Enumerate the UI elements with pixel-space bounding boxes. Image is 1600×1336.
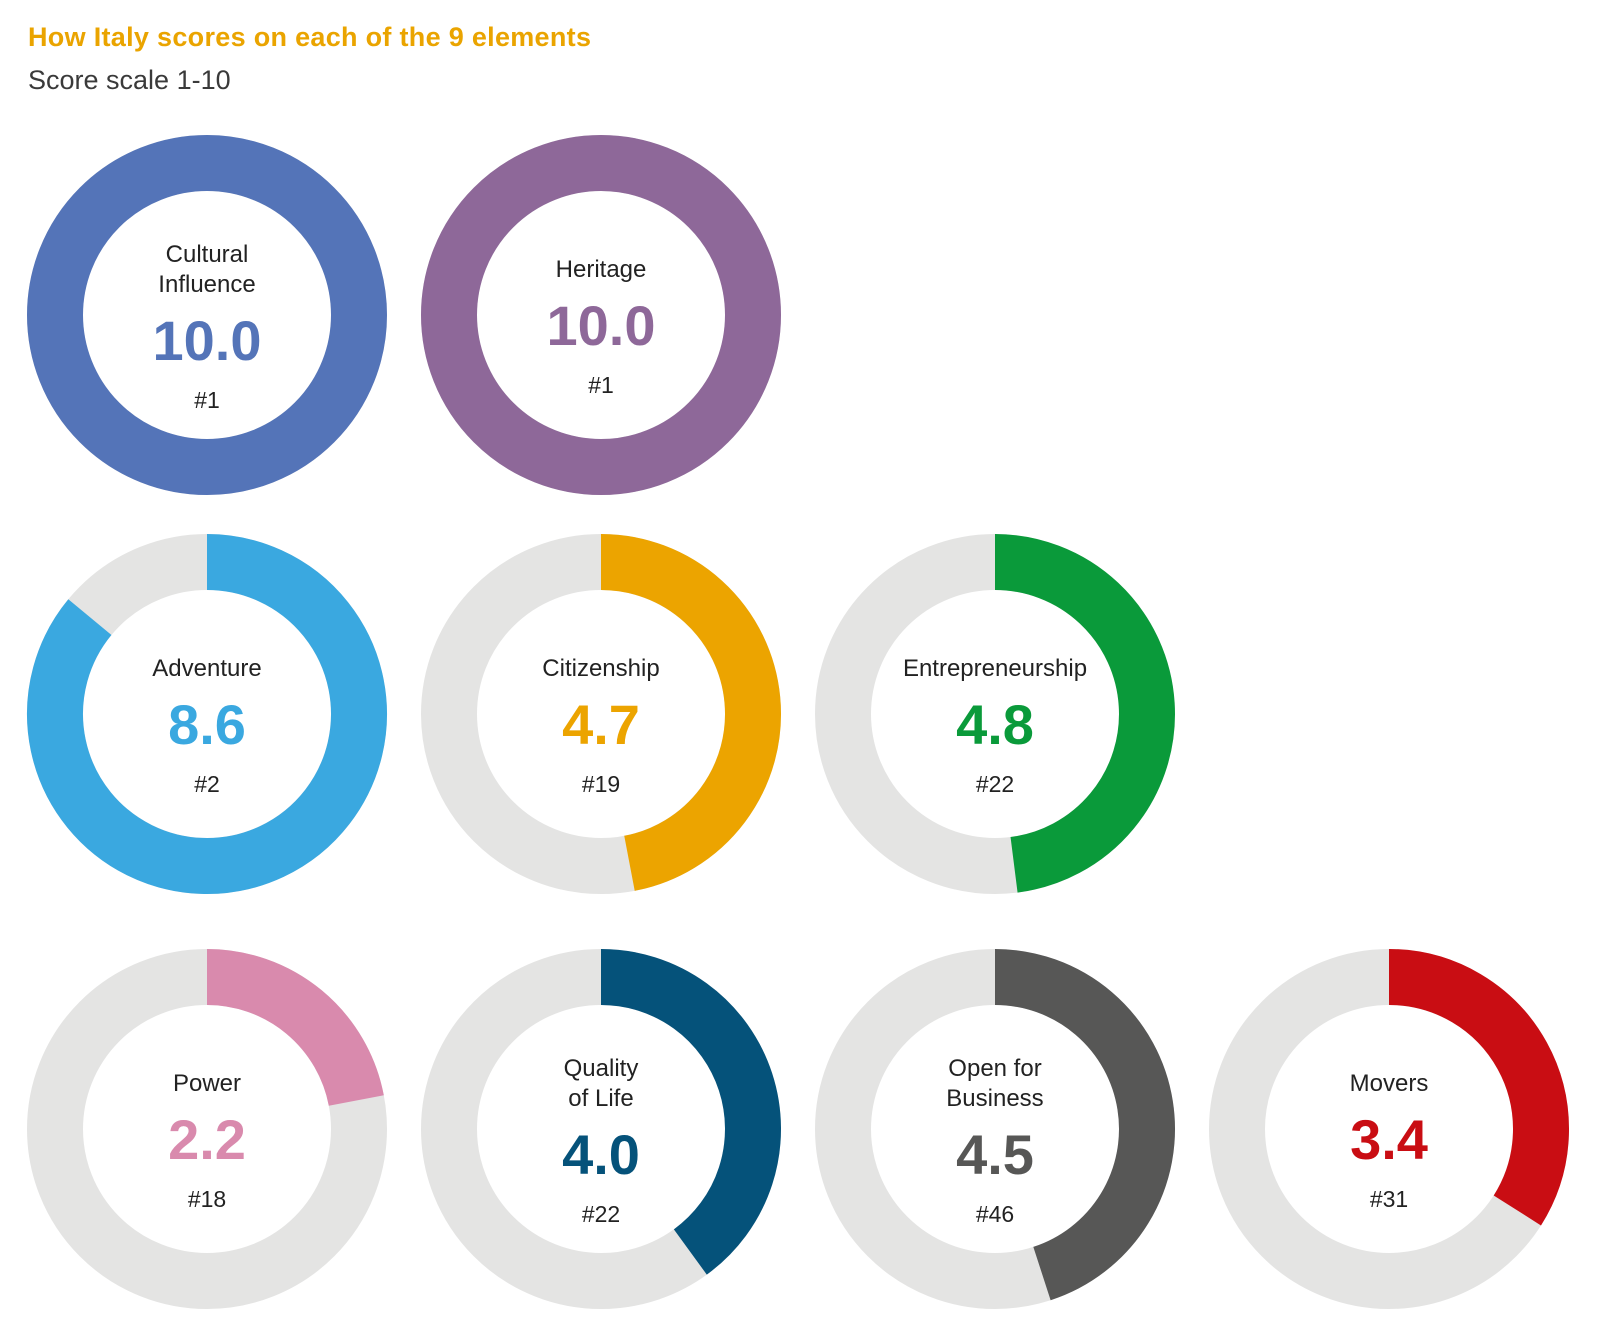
donut-label-entrepreneurship: Entrepreneurship <box>903 655 1087 682</box>
donut-label-open-for-business: Business <box>946 1085 1043 1112</box>
chart-subtitle: Score scale 1-10 <box>28 65 231 95</box>
donut-arc-citizenship <box>600 534 781 891</box>
donut-value-power: 2.2 <box>168 1108 246 1171</box>
donut-arc-entrepreneurship <box>994 534 1175 893</box>
donut-entrepreneurship: Entrepreneurship 4.8 #22 <box>815 534 1175 894</box>
donut-label-power: Power <box>173 1070 241 1097</box>
donut-value-heritage: 10.0 <box>547 294 656 357</box>
donut-label-cultural-influence: Cultural <box>166 241 249 268</box>
donut-value-entrepreneurship: 4.8 <box>956 693 1034 756</box>
donut-arc-movers <box>1388 949 1569 1226</box>
donut-label-citizenship: Citizenship <box>542 655 659 682</box>
donut-arc-power <box>206 949 384 1107</box>
donut-power: Power 2.2 #18 <box>27 949 387 1309</box>
donut-value-cultural-influence: 10.0 <box>153 309 262 372</box>
donut-rank-heritage: #1 <box>588 372 614 398</box>
chart-title: How Italy scores on each of the 9 elemen… <box>28 22 592 52</box>
donut-rank-cultural-influence: #1 <box>194 387 220 413</box>
donut-value-citizenship: 4.7 <box>562 693 640 756</box>
donut-label-open-for-business: Open for <box>948 1055 1041 1082</box>
donut-quality-of-life: Quality of Life 4.0 #22 <box>421 949 781 1309</box>
donut-arc-quality-of-life <box>600 949 781 1275</box>
donut-open-for-business: Open for Business 4.5 #46 <box>815 949 1175 1309</box>
donut-heritage: Heritage 10.0 #1 <box>421 135 781 495</box>
donut-value-movers: 3.4 <box>1350 1108 1428 1171</box>
donut-value-open-for-business: 4.5 <box>956 1123 1034 1186</box>
donut-label-cultural-influence: Influence <box>158 271 255 298</box>
donut-rank-citizenship: #19 <box>582 771 620 797</box>
donut-rank-adventure: #2 <box>194 771 220 797</box>
donut-rank-open-for-business: #46 <box>976 1201 1014 1227</box>
donut-movers: Movers 3.4 #31 <box>1209 949 1569 1309</box>
donut-arc-adventure <box>27 534 387 894</box>
donut-arc-cultural-influence <box>27 135 387 495</box>
donut-label-quality-of-life: Quality <box>564 1055 639 1082</box>
donut-rank-quality-of-life: #22 <box>582 1201 620 1227</box>
donut-label-heritage: Heritage <box>556 256 647 283</box>
donut-arc-open-for-business <box>994 949 1175 1301</box>
donut-citizenship: Citizenship 4.7 #19 <box>421 534 781 894</box>
donut-label-adventure: Adventure <box>152 655 261 682</box>
donut-rank-power: #18 <box>188 1186 226 1212</box>
donut-label-quality-of-life: of Life <box>568 1085 633 1112</box>
donut-value-quality-of-life: 4.0 <box>562 1123 640 1186</box>
donut-rank-entrepreneurship: #22 <box>976 771 1014 797</box>
donut-arc-heritage <box>421 135 781 495</box>
donut-adventure: Adventure 8.6 #2 <box>27 534 387 894</box>
donut-value-adventure: 8.6 <box>168 693 246 756</box>
donut-cultural-influence: Cultural Influence 10.0 #1 <box>27 135 387 495</box>
donut-rank-movers: #31 <box>1370 1186 1408 1212</box>
donut-label-movers: Movers <box>1350 1070 1429 1097</box>
